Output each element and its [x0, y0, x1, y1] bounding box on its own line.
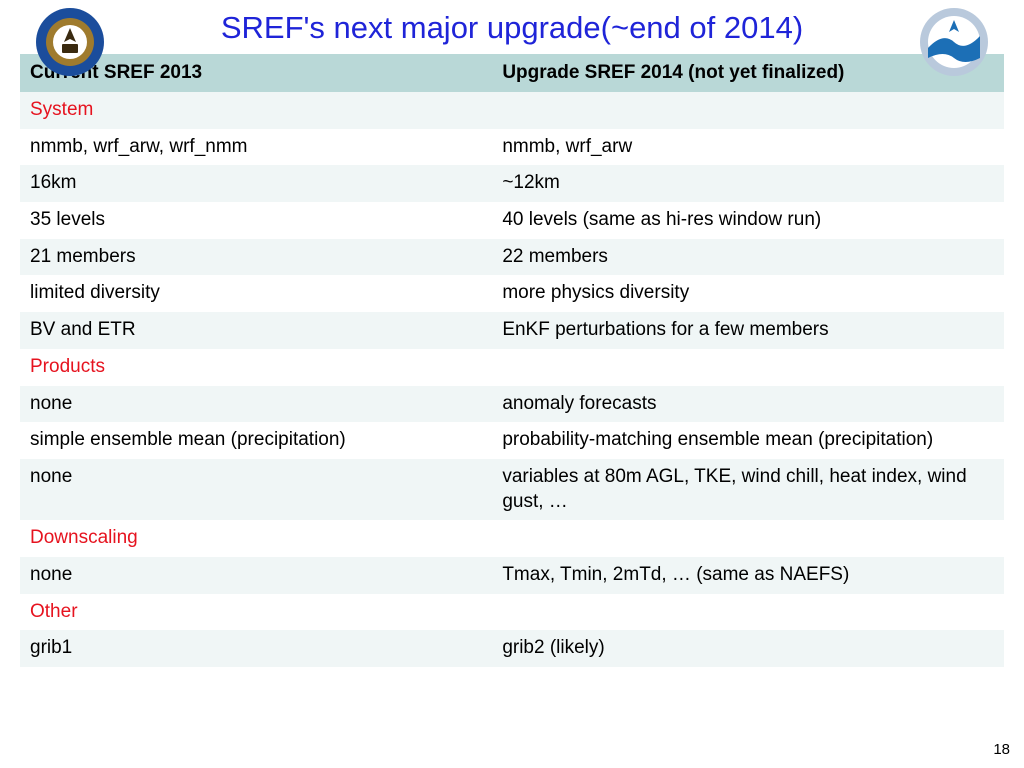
slide-header: SREF's next major upgrade(~end of 2014) — [0, 0, 1024, 54]
section-label: System — [20, 92, 492, 129]
cell-upgrade: grib2 (likely) — [492, 630, 1004, 667]
page-number: 18 — [993, 741, 1010, 758]
cell-upgrade: ~12km — [492, 165, 1004, 202]
comparison-table: Current SREF 2013 Upgrade SREF 2014 (not… — [20, 54, 1004, 667]
cell-upgrade: Tmax, Tmin, 2mTd, … (same as NAEFS) — [492, 557, 1004, 594]
cell-current: none — [20, 459, 492, 520]
table-row: nonevariables at 80m AGL, TKE, wind chil… — [20, 459, 1004, 520]
cell-current: simple ensemble mean (precipitation) — [20, 422, 492, 459]
cell-current: 21 members — [20, 239, 492, 276]
table-row: grib1grib2 (likely) — [20, 630, 1004, 667]
section-label: Other — [20, 594, 492, 631]
cell-upgrade: EnKF perturbations for a few members — [492, 312, 1004, 349]
cell-current: 35 levels — [20, 202, 492, 239]
cell-upgrade — [492, 349, 1004, 386]
table-row: simple ensemble mean (precipitation)prob… — [20, 422, 1004, 459]
cell-upgrade: variables at 80m AGL, TKE, wind chill, h… — [492, 459, 1004, 520]
cell-upgrade — [492, 92, 1004, 129]
noaa-logo-icon — [918, 6, 990, 78]
table-row: 35 levels40 levels (same as hi-res windo… — [20, 202, 1004, 239]
cell-upgrade: probability-matching ensemble mean (prec… — [492, 422, 1004, 459]
table-row: nmmb, wrf_arw, wrf_nmmnmmb, wrf_arw — [20, 129, 1004, 166]
table-row: noneanomaly forecasts — [20, 386, 1004, 423]
table-row: Other — [20, 594, 1004, 631]
commerce-seal-icon — [34, 6, 106, 78]
section-label: Downscaling — [20, 520, 492, 557]
cell-current: BV and ETR — [20, 312, 492, 349]
comparison-table-container: Current SREF 2013 Upgrade SREF 2014 (not… — [0, 54, 1024, 667]
cell-current: grib1 — [20, 630, 492, 667]
table-row: limited diversitymore physics diversity — [20, 275, 1004, 312]
table-row: BV and ETREnKF perturbations for a few m… — [20, 312, 1004, 349]
section-label: Products — [20, 349, 492, 386]
cell-current: 16km — [20, 165, 492, 202]
table-row: Downscaling — [20, 520, 1004, 557]
cell-upgrade: nmmb, wrf_arw — [492, 129, 1004, 166]
cell-upgrade: 22 members — [492, 239, 1004, 276]
cell-current: limited diversity — [20, 275, 492, 312]
cell-upgrade — [492, 594, 1004, 631]
cell-upgrade: 40 levels (same as hi-res window run) — [492, 202, 1004, 239]
cell-current: none — [20, 557, 492, 594]
table-row: 16km~12km — [20, 165, 1004, 202]
table-header-row: Current SREF 2013 Upgrade SREF 2014 (not… — [20, 54, 1004, 92]
cell-upgrade: anomaly forecasts — [492, 386, 1004, 423]
table-row: 21 members22 members — [20, 239, 1004, 276]
table-row: System — [20, 92, 1004, 129]
table-row: noneTmax, Tmin, 2mTd, … (same as NAEFS) — [20, 557, 1004, 594]
slide-title: SREF's next major upgrade(~end of 2014) — [221, 10, 803, 46]
cell-upgrade: more physics diversity — [492, 275, 1004, 312]
cell-current: none — [20, 386, 492, 423]
cell-upgrade — [492, 520, 1004, 557]
table-row: Products — [20, 349, 1004, 386]
cell-current: nmmb, wrf_arw, wrf_nmm — [20, 129, 492, 166]
